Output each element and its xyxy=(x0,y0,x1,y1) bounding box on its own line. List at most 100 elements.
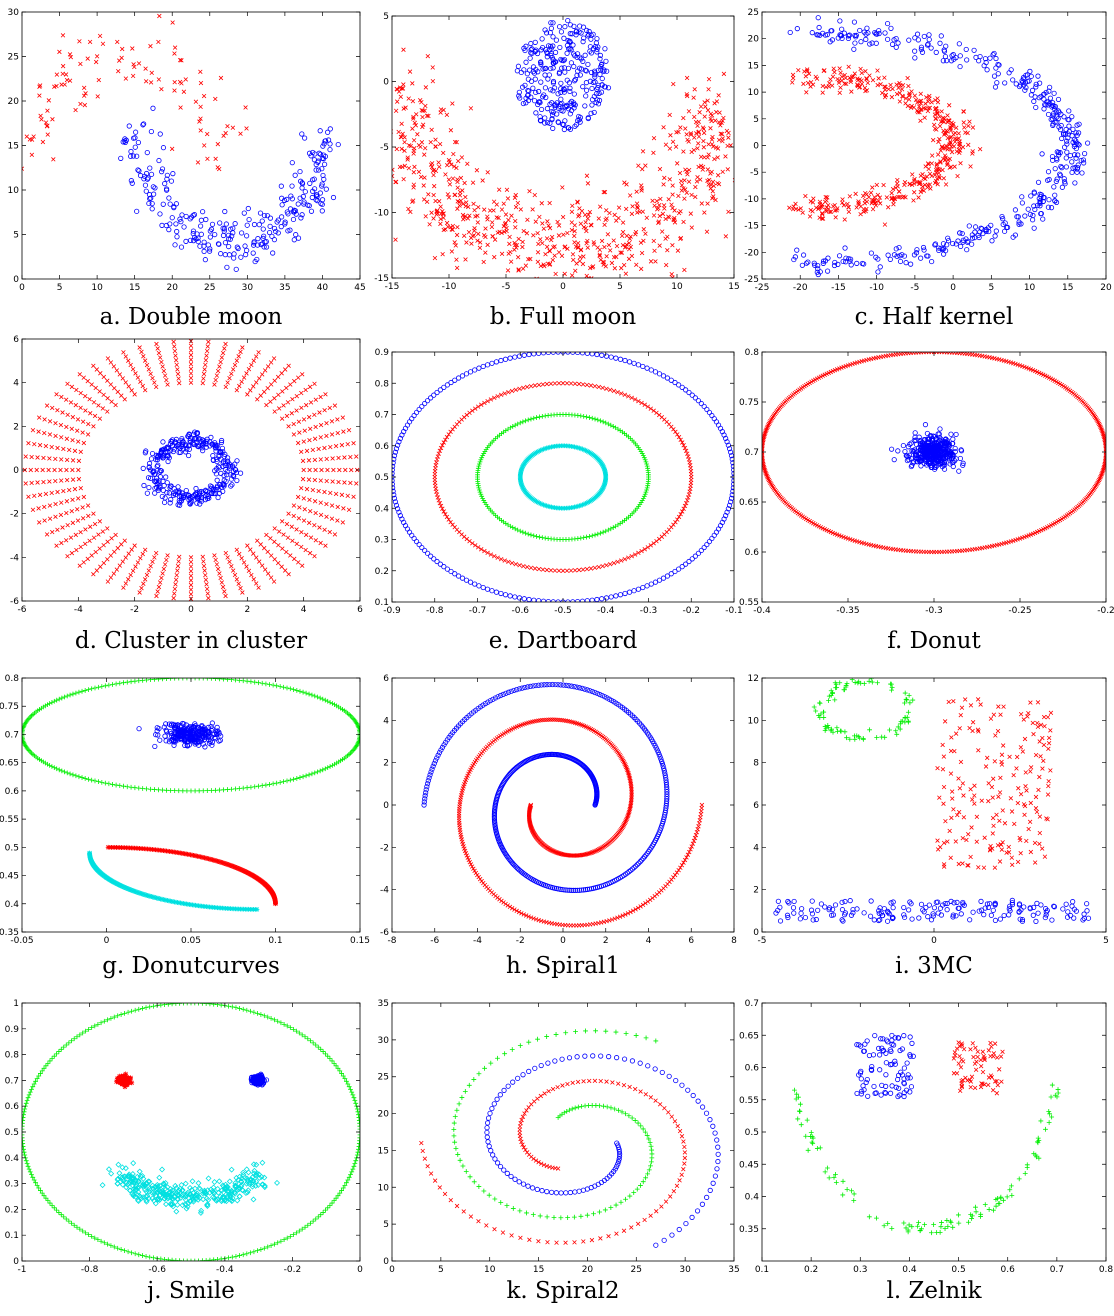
data-point xyxy=(918,455,924,461)
data-point xyxy=(549,116,555,123)
data-point xyxy=(516,89,522,95)
data-point xyxy=(312,151,318,157)
series-group xyxy=(22,678,360,912)
data-point xyxy=(839,365,844,370)
data-point xyxy=(232,466,238,473)
data-point xyxy=(289,411,294,416)
data-point xyxy=(175,568,180,573)
data-point xyxy=(604,563,609,568)
data-point xyxy=(580,446,585,452)
data-point xyxy=(932,449,938,455)
data-point xyxy=(942,440,948,447)
data-point xyxy=(878,544,884,550)
data-point xyxy=(560,537,566,542)
data-point xyxy=(193,485,199,492)
data-point xyxy=(834,208,839,213)
y-tick-label: -4 xyxy=(10,553,19,563)
data-point xyxy=(183,77,188,82)
data-point xyxy=(822,32,828,38)
data-point xyxy=(911,198,916,203)
data-point xyxy=(229,233,235,239)
data-point xyxy=(59,457,64,462)
data-point xyxy=(889,196,894,202)
data-point xyxy=(1085,405,1091,410)
data-point xyxy=(525,417,531,423)
data-point xyxy=(75,518,81,523)
data-point xyxy=(559,57,565,64)
data-point xyxy=(547,120,553,126)
data-point xyxy=(377,140,381,144)
data-point xyxy=(619,233,625,239)
data-point xyxy=(414,112,419,117)
data-point xyxy=(832,259,838,266)
data-point xyxy=(598,67,604,73)
data-point xyxy=(172,492,179,498)
data-point xyxy=(929,352,934,355)
data-point xyxy=(608,594,614,600)
data-point xyxy=(446,432,451,437)
data-point xyxy=(588,450,594,456)
data-point xyxy=(915,456,921,462)
data-point xyxy=(934,161,940,167)
data-point xyxy=(704,229,710,234)
data-point xyxy=(946,448,952,454)
data-point xyxy=(481,498,487,503)
data-point xyxy=(920,447,926,453)
data-point xyxy=(927,453,933,459)
data-point xyxy=(883,545,888,551)
data-point xyxy=(183,487,189,494)
data-point xyxy=(927,433,934,439)
data-point xyxy=(434,489,439,494)
data-point xyxy=(63,397,69,402)
data-point xyxy=(35,480,40,485)
data-point xyxy=(184,492,190,498)
data-point xyxy=(677,170,683,176)
data-point xyxy=(399,121,404,126)
data-point xyxy=(926,444,932,450)
data-point xyxy=(855,76,860,81)
data-point xyxy=(915,37,921,43)
data-point xyxy=(565,125,571,131)
data-point xyxy=(936,442,942,448)
data-point xyxy=(433,486,438,491)
data-point xyxy=(418,98,423,103)
data-point xyxy=(227,559,232,565)
data-point xyxy=(925,440,932,446)
data-point xyxy=(450,227,455,232)
data-point xyxy=(938,159,943,164)
data-point xyxy=(589,97,596,103)
data-point xyxy=(108,553,113,558)
data-point xyxy=(225,459,231,465)
data-point xyxy=(681,149,686,154)
x-tick-label: -25 xyxy=(755,283,770,293)
data-point xyxy=(441,440,446,445)
data-point xyxy=(337,467,342,473)
data-point xyxy=(537,214,542,220)
data-point xyxy=(404,526,411,532)
data-point xyxy=(710,134,715,140)
data-point xyxy=(928,445,934,451)
data-point xyxy=(930,451,936,457)
data-point xyxy=(230,125,236,130)
data-point xyxy=(556,69,563,75)
data-point xyxy=(1039,151,1045,157)
data-point xyxy=(560,568,566,573)
data-point xyxy=(208,486,214,492)
data-point xyxy=(941,466,948,472)
data-point xyxy=(993,55,999,62)
data-point xyxy=(143,79,149,84)
data-point xyxy=(802,69,807,74)
data-point xyxy=(619,250,625,255)
data-point xyxy=(76,476,82,482)
data-point xyxy=(193,490,200,496)
data-point xyxy=(971,47,977,53)
data-point xyxy=(499,392,504,398)
data-point xyxy=(935,152,941,157)
data-point xyxy=(1098,426,1104,431)
data-point xyxy=(913,451,919,458)
data-point xyxy=(983,228,989,235)
data-point xyxy=(157,580,163,585)
data-point xyxy=(216,490,223,496)
data-point xyxy=(594,596,600,602)
data-point xyxy=(426,192,431,197)
